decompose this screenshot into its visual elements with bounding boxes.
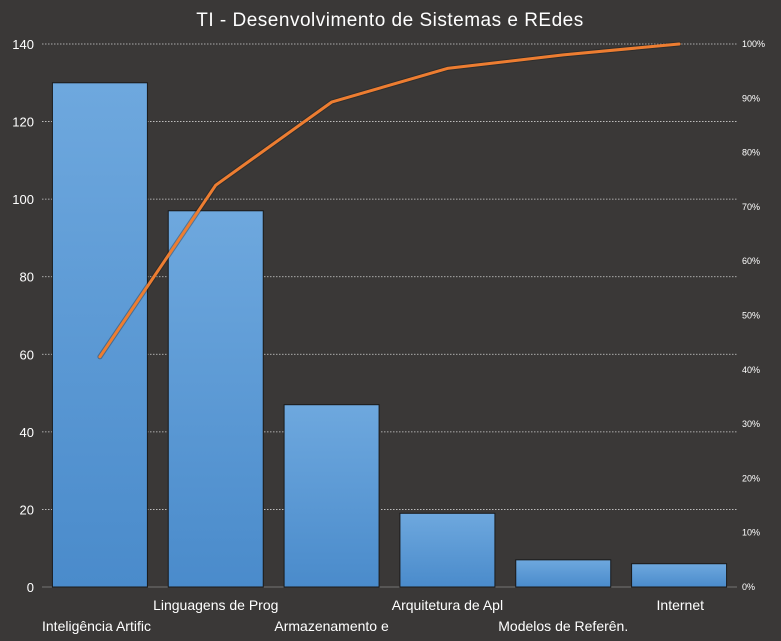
y2-tick-label: 100% xyxy=(742,39,765,49)
y-tick-label: 140 xyxy=(12,37,34,52)
y2-tick-label: 40% xyxy=(742,365,760,375)
x-tick-label: Armazenamento e xyxy=(274,618,389,634)
x-tick-label: Arquitetura de Apl xyxy=(392,597,503,613)
bar xyxy=(283,404,380,588)
cumulative-line xyxy=(98,42,681,359)
y-tick-label: 100 xyxy=(12,192,34,207)
bar xyxy=(51,82,148,588)
y2-tick-label: 70% xyxy=(742,202,760,212)
x-tick-label: Linguagens de Prog xyxy=(153,597,278,613)
y-tick-label: 80 xyxy=(20,270,34,285)
y2-tick-label: 30% xyxy=(742,419,760,429)
y2-tick-label: 80% xyxy=(742,148,760,158)
y2-tick-label: 90% xyxy=(742,93,760,103)
bar xyxy=(399,512,496,588)
cumulative-line-series xyxy=(97,41,682,360)
x-tick-label: Internet xyxy=(657,597,705,613)
y-tick-label: 20 xyxy=(20,502,34,517)
gridlines xyxy=(42,43,737,588)
y-tick-label: 60 xyxy=(20,347,34,362)
y-tick-label: 40 xyxy=(20,425,34,440)
y2-tick-label: 50% xyxy=(742,311,760,321)
bar xyxy=(167,210,264,588)
x-tick-label: Modelos de Referên. xyxy=(498,618,628,634)
y-tick-label: 0 xyxy=(27,580,34,595)
y2-tick-label: 0% xyxy=(742,582,755,592)
y-tick-label: 120 xyxy=(12,115,34,130)
y-axis-secondary: 0% 10% 20% 30% 40% 50% 60% 70% 80% 90% 100% xyxy=(742,39,765,592)
y-axis-primary: 0 20 40 60 80 100 120 140 xyxy=(12,37,34,595)
y2-tick-label: 60% xyxy=(742,256,760,266)
bar-series xyxy=(51,82,728,588)
y2-tick-label: 10% xyxy=(742,528,760,538)
x-tick-label: Inteligência Artific xyxy=(42,618,151,634)
y2-tick-label: 20% xyxy=(742,473,760,483)
bar xyxy=(631,563,728,588)
bar xyxy=(515,559,612,588)
chart-title: TI - Desenvolvimento de Sistemas e REdes xyxy=(196,10,584,31)
